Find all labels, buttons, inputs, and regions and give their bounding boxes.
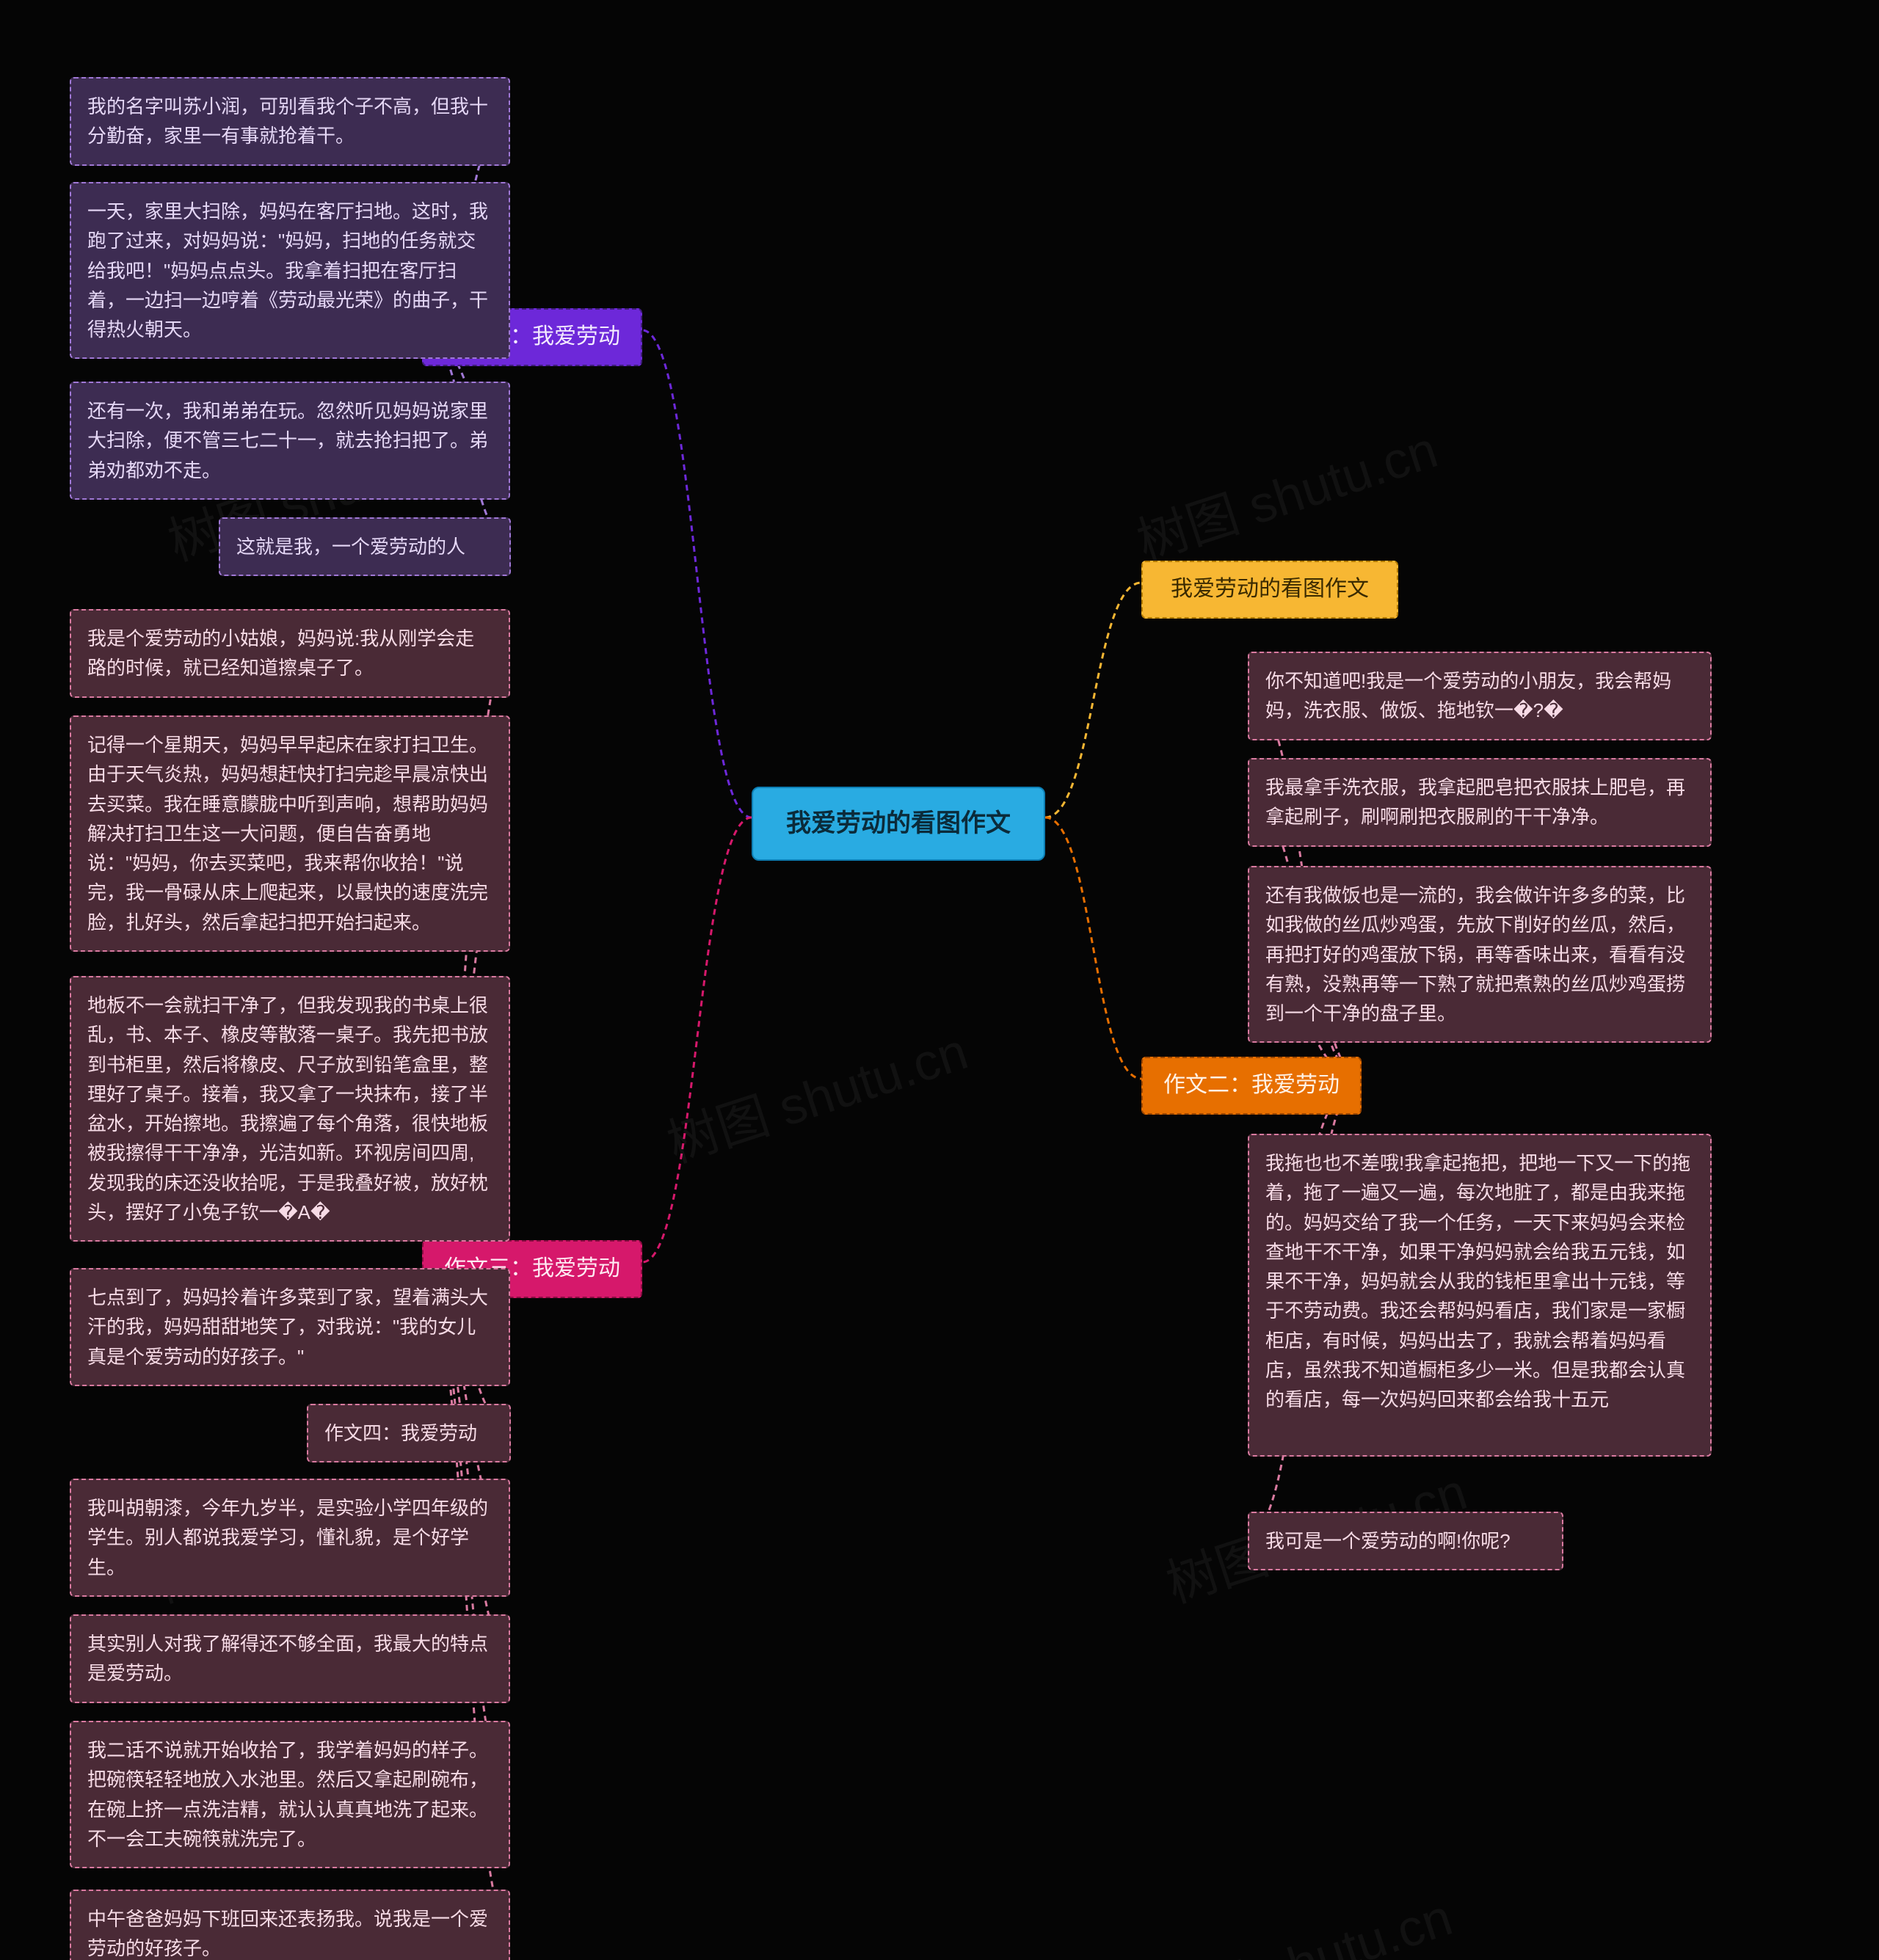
node-center[interactable]: 我爱劳动的看图作文 [752,787,1045,861]
connector [1045,817,1141,1079]
node-topic2[interactable]: 作文二：我爱劳动 [1141,1057,1362,1115]
node-p1d[interactable]: 这就是我，一个爱劳动的人 [219,517,511,576]
node-p3e[interactable]: 作文四：我爱劳动 [307,1404,511,1462]
node-p2d[interactable]: 我拖也也不差哦!我拿起拖把，把地一下又一下的拖着，拖了一遍又一遍，每次地脏了，都… [1248,1134,1712,1457]
node-p3g[interactable]: 其实别人对我了解得还不够全面，我最大的特点是爱劳动。 [70,1614,510,1703]
node-p2b[interactable]: 我最拿手洗衣服，我拿起肥皂把衣服抹上肥皂，再拿起刷子，刷啊刷把衣服刷的干干净净。 [1248,758,1712,847]
connector [642,817,752,1262]
node-p3f[interactable]: 我叫胡朝漆，今年九岁半，是实验小学四年级的学生。别人都说我爱学习，懂礼貌，是个好… [70,1479,510,1597]
watermark: 树图 shutu.cn [1141,1876,1461,1960]
node-p2c[interactable]: 还有我做饭也是一流的，我会做许许多多的菜，比如我做的丝瓜炒鸡蛋，先放下削好的丝瓜… [1248,866,1712,1043]
node-p3b[interactable]: 记得一个星期天，妈妈早早起床在家打扫卫生。由于天气炎热，妈妈想赶快打扫完趁早晨凉… [70,715,510,952]
node-p3c[interactable]: 地板不一会就扫干净了，但我发现我的书桌上很乱，书、本子、橡皮等散落一桌子。我先把… [70,976,510,1242]
node-p3a[interactable]: 我是个爱劳动的小姑娘，妈妈说:我从刚学会走路的时候，就已经知道擦桌子了。 [70,609,510,698]
node-p1c[interactable]: 还有一次，我和弟弟在玩。忽然听见妈妈说家里大扫除，便不管三七二十一，就去抢扫把了… [70,382,510,500]
watermark: 树图 shutu.cn [1127,409,1446,575]
node-p3i[interactable]: 中午爸爸妈妈下班回来还表扬我。说我是一个爱劳动的好孩子。 [70,1890,510,1960]
node-p1a[interactable]: 我的名字叫苏小润，可别看我个子不高，但我十分勤奋，家里一有事就抢着干。 [70,77,510,166]
watermark: 树图 shutu.cn [657,1010,976,1177]
node-p3d[interactable]: 七点到了，妈妈拎着许多菜到了家，望着满头大汗的我，妈妈甜甜地笑了，对我说："我的… [70,1268,510,1386]
mindmap-canvas: 树图 shutu.cn树图 shutu.cn树图 shutu.cn树图 shut… [0,0,1879,1960]
node-p2e[interactable]: 我可是一个爱劳动的啊!你呢? [1248,1512,1563,1570]
node-yellow_title[interactable]: 我爱劳动的看图作文 [1141,561,1398,619]
node-p2a[interactable]: 你不知道吧!我是一个爱劳动的小朋友，我会帮妈妈，洗衣服、做饭、拖地钦一�?� [1248,652,1712,740]
connector [642,330,752,817]
node-p1b[interactable]: 一天，家里大扫除，妈妈在客厅扫地。这时，我跑了过来，对妈妈说："妈妈，扫地的任务… [70,182,510,359]
node-p3h[interactable]: 我二话不说就开始收拾了，我学着妈妈的样子。把碗筷轻轻地放入水池里。然后又拿起刷碗… [70,1721,510,1868]
connector [1045,583,1141,817]
